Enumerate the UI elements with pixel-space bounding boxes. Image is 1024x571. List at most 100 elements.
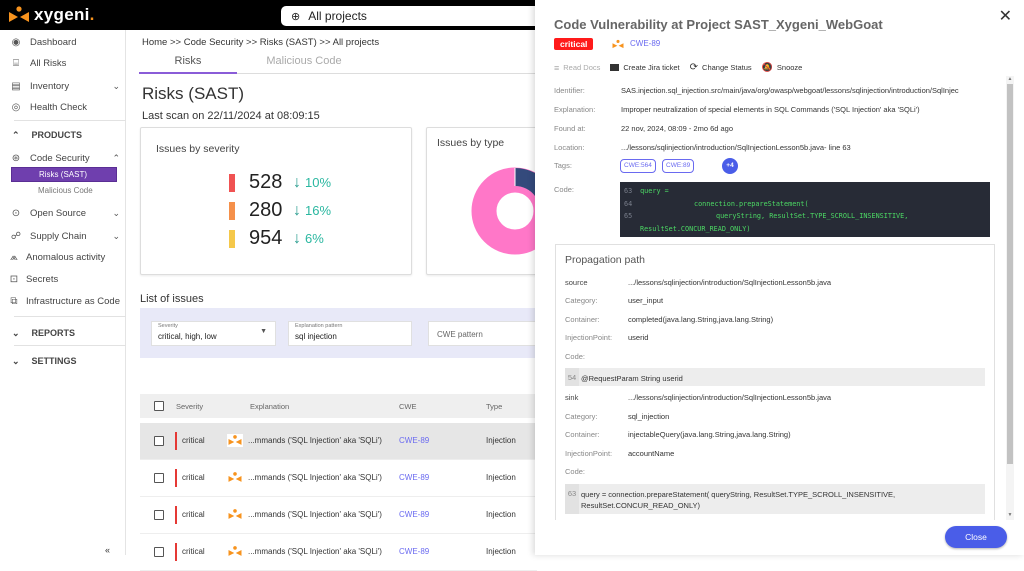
sidebar-item-all-risks[interactable]: ⌸ All Risks <box>0 54 126 72</box>
sidebar-item-open-source[interactable]: ⊙ Open Source ⌄ <box>0 204 126 222</box>
cwe-link[interactable]: CWE-89 <box>399 473 430 482</box>
severity-row-low[interactable]: 954 ↓ 6% <box>229 227 324 250</box>
tag-chip[interactable]: CWE:564 <box>620 159 656 173</box>
high-color-bar <box>229 201 235 220</box>
category-label: Category: <box>565 296 598 305</box>
propagation-path-card: Propagation path source .../lessons/sqli… <box>555 244 995 520</box>
tab-malicious-code[interactable]: Malicious Code <box>266 55 342 67</box>
critical-color-bar <box>229 173 235 192</box>
sidebar-item-supply-chain[interactable]: ☍ Supply Chain ⌄ <box>0 227 126 245</box>
close-button[interactable]: Close <box>945 526 1007 548</box>
filter-panel: Severity critical, high, low ▼ Explanati… <box>140 308 537 358</box>
row-checkbox[interactable] <box>154 510 164 520</box>
scrollbar-thumb[interactable] <box>1007 84 1013 464</box>
chevron-down-icon: ⌄ <box>112 207 120 218</box>
sidebar-section-reports[interactable]: ⌄ REPORTS <box>0 324 126 342</box>
sidebar-section-settings[interactable]: ⌄ SETTINGS <box>0 352 126 370</box>
critical-change: 10% <box>305 175 332 190</box>
panel-scrollbar[interactable]: ▲ ▼ <box>1006 76 1014 520</box>
sidebar-item-label: Secrets <box>26 273 59 285</box>
sidebar-section-products[interactable]: ⌃ PRODUCTS <box>0 126 126 144</box>
code-line: query = connection.prepareStatement( que… <box>581 490 896 499</box>
cwe-link[interactable]: CWE-89 <box>399 510 430 519</box>
explanation-cell: ...mmands ('SQL Injection' aka 'SQLi') <box>248 547 382 556</box>
cwe-link[interactable]: CWE-89 <box>630 39 661 48</box>
snooze-button[interactable]: 🔕 Snooze <box>762 62 803 73</box>
sidebar-item-label: Health Check <box>30 101 88 113</box>
severity-marker <box>175 543 177 561</box>
row-checkbox[interactable] <box>154 547 164 557</box>
sidebar-item-health-check[interactable]: ◎ Health Check <box>0 98 126 116</box>
inventory-icon: ▤ <box>11 80 21 92</box>
found-at-label: Found at: <box>554 124 586 133</box>
scroll-up-arrow-icon[interactable]: ▲ <box>1007 76 1013 82</box>
explanation-cell: ...mmands ('SQL Injection' aka 'SQLi') <box>248 510 382 519</box>
line-number: 64 <box>624 199 633 208</box>
tab-risks[interactable]: Risks <box>174 55 202 67</box>
chevron-down-icon: ⌄ <box>112 230 120 241</box>
xygeni-detector-icon <box>228 546 242 556</box>
action-bar: ≡ Read Docs Create Jira ticket ⟳ Change … <box>554 62 802 73</box>
table-row[interactable]: critical ...mmands ('SQL Injection' aka … <box>140 460 537 497</box>
vulnerability-detail-panel: ✕ Code Vulnerability at Project SAST_Xyg… <box>535 0 1024 555</box>
code-line: queryString, ResultSet.TYPE_SCROLL_INSEN… <box>716 212 909 220</box>
high-count: 280 <box>249 199 283 221</box>
source-injection-point: userid <box>628 333 649 342</box>
explanation-pattern-input[interactable]: Explanation pattern sql injection <box>288 321 412 346</box>
dashboard-icon: ◉ <box>11 36 21 48</box>
severity-cell: critical <box>182 473 205 482</box>
bell-off-icon: 🔕 <box>761 62 773 72</box>
xygeni-logo[interactable]: xygeni. <box>8 5 95 25</box>
sink-file: .../lessons/sqlinjection/introduction/Sq… <box>628 393 832 402</box>
xygeni-detector-icon <box>228 509 242 519</box>
section-label: SETTINGS <box>31 356 77 366</box>
cwe-link[interactable]: CWE-89 <box>399 436 430 445</box>
jira-icon <box>610 64 620 71</box>
explanation-cell: ...mmands ('SQL Injection' aka 'SQLi') <box>248 436 382 445</box>
sidebar-item-dashboard[interactable]: ◉ Dashboard <box>0 33 126 51</box>
column-header-explanation[interactable]: Explanation <box>250 402 290 411</box>
change-status-button[interactable]: ⟳ Change Status <box>690 62 752 73</box>
chevron-up-icon: ⌃ <box>12 129 20 140</box>
table-row[interactable]: critical ...mmands ('SQL Injection' aka … <box>140 497 537 534</box>
column-header-cwe[interactable]: CWE <box>399 402 417 411</box>
cwe-link[interactable]: CWE-89 <box>399 547 430 556</box>
project-selector[interactable]: ⊕ All projects <box>281 6 581 26</box>
collapse-sidebar-icon[interactable]: « <box>105 545 111 555</box>
table-row[interactable]: critical ...mmands ('SQL Injection' aka … <box>140 534 537 571</box>
location-label: Location: <box>554 143 585 152</box>
scroll-down-arrow-icon[interactable]: ▼ <box>1007 512 1013 518</box>
table-row[interactable]: critical ...mmands ('SQL Injection' aka … <box>140 423 537 460</box>
panel-scroll-area[interactable]: Identifier: SAS.injection.sql_injection.… <box>545 76 1015 520</box>
tag-chip[interactable]: CWE:89 <box>662 159 695 173</box>
select-all-checkbox[interactable] <box>154 401 164 411</box>
field-label: Severity <box>158 323 178 329</box>
section-label: REPORTS <box>31 328 76 338</box>
sidebar-item-code-security[interactable]: ⊛ Code Security ⌃ <box>0 149 126 167</box>
sidebar-item-label: Open Source <box>30 207 86 219</box>
sidebar-subitem-malicious-code[interactable]: Malicious Code <box>11 183 117 198</box>
row-checkbox[interactable] <box>154 436 164 446</box>
row-checkbox[interactable] <box>154 473 164 483</box>
sidebar-item-inventory[interactable]: ▤ Inventory ⌄ <box>0 77 126 95</box>
create-jira-ticket-button[interactable]: Create Jira ticket <box>610 63 680 72</box>
sidebar-item-secrets[interactable]: ⊡ Secrets <box>0 270 126 288</box>
more-tags-badge[interactable]: +4 <box>722 158 738 174</box>
read-docs-button[interactable]: ≡ Read Docs <box>554 63 600 73</box>
column-header-type[interactable]: Type <box>486 402 503 411</box>
severity-marker <box>175 432 177 450</box>
column-header-severity[interactable]: Severity <box>176 402 204 411</box>
severity-row-high[interactable]: 280 ↓ 16% <box>229 199 331 222</box>
close-icon[interactable]: ✕ <box>998 8 1012 25</box>
severity-cell: critical <box>182 510 205 519</box>
source-code-snippet: 54 @RequestParam String userid <box>565 368 985 386</box>
severity-filter-select[interactable]: Severity critical, high, low ▼ <box>151 321 276 346</box>
sidebar-subitem-risks-sast[interactable]: Risks (SAST) <box>11 167 117 182</box>
cwe-pattern-input[interactable]: CWE pattern <box>428 321 537 346</box>
sidebar-item-iac[interactable]: ⧉ Infrastructure as Code <box>0 292 126 310</box>
line-number: 63 <box>565 484 579 514</box>
sink-category: sql_injection <box>628 412 670 421</box>
explanation-value: Improper neutralization of special eleme… <box>621 105 920 114</box>
severity-row-critical[interactable]: 528 ↓ 10% <box>229 171 331 194</box>
sidebar-item-anomalous-activity[interactable]: ⩕ Anomalous activity <box>0 248 126 266</box>
